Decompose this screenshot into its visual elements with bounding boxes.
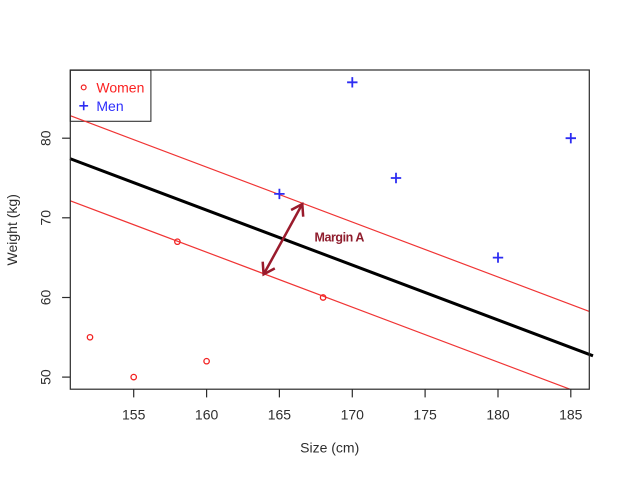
svg-text:Women: Women (96, 80, 144, 96)
svg-text:165: 165 (268, 407, 292, 423)
svg-text:Size (cm): Size (cm) (300, 440, 359, 456)
svg-text:70: 70 (37, 210, 53, 226)
svg-text:185: 185 (559, 407, 583, 423)
svg-text:180: 180 (486, 407, 510, 423)
svg-text:Weight (kg): Weight (kg) (4, 194, 20, 265)
svg-text:60: 60 (37, 290, 53, 306)
svg-text:80: 80 (37, 130, 53, 146)
svg-text:Margin A: Margin A (315, 231, 365, 245)
svg-text:175: 175 (413, 407, 437, 423)
svg-text:160: 160 (195, 407, 219, 423)
svg-text:50: 50 (37, 369, 53, 385)
svg-text:170: 170 (341, 407, 365, 423)
svg-text:155: 155 (122, 407, 146, 423)
svg-text:Men: Men (96, 98, 123, 114)
